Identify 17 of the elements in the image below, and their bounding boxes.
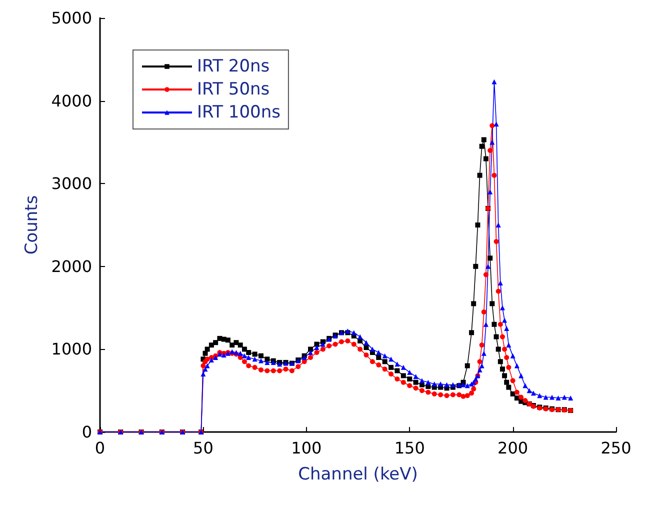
x-tick-label: 100 xyxy=(291,438,322,458)
y-tick-label: 5000 xyxy=(51,8,92,28)
legend-label: IRT 100ns xyxy=(197,102,281,122)
legend-label: IRT 50ns xyxy=(197,80,270,100)
y-tick-label: 3000 xyxy=(51,174,92,194)
y-tick-label: 0 xyxy=(82,422,92,442)
x-axis-title: Channel (keV) xyxy=(298,464,418,484)
y-axis-title: Counts xyxy=(22,195,42,255)
x-tick-label: 250 xyxy=(600,438,632,458)
y-tick-label: 4000 xyxy=(51,91,92,110)
x-tick-label: 50 xyxy=(193,438,214,458)
x-tick-label: 0 xyxy=(94,438,106,458)
x-tick-label: 150 xyxy=(394,438,425,458)
x-tick-label: 200 xyxy=(498,438,528,458)
y-tick-label: 2000 xyxy=(51,256,92,276)
legend-label: IRT 20ns xyxy=(197,56,270,76)
y-tick-label: 1000 xyxy=(51,340,92,359)
